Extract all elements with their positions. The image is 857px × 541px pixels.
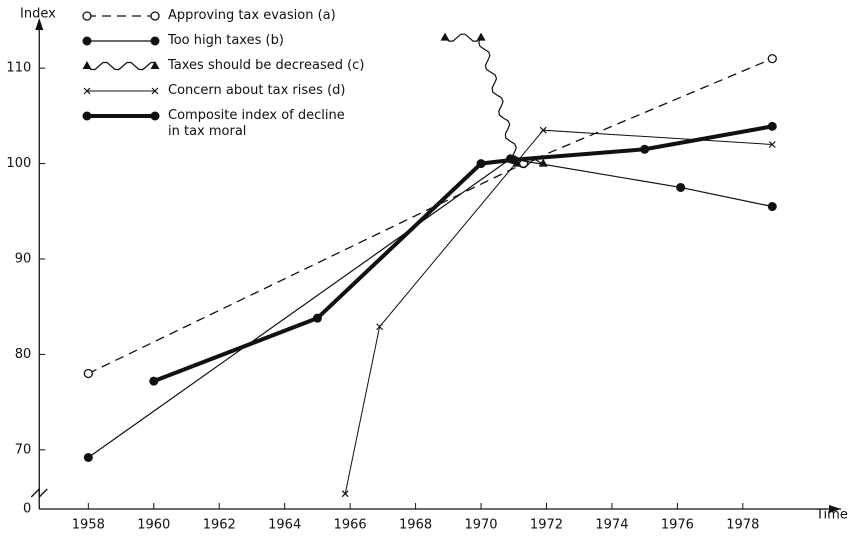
x-tick-label: 1966 xyxy=(334,518,367,533)
legend-entry: Concern about tax rises (d) xyxy=(82,83,382,108)
legend-entry: Too high taxes (b) xyxy=(82,33,382,58)
legend-marker xyxy=(83,87,91,95)
legend-marker xyxy=(150,36,160,46)
legend-symbol xyxy=(82,61,160,71)
x-tick-label: 1974 xyxy=(595,518,628,533)
y-tick-label: 80 xyxy=(15,347,32,362)
data-point xyxy=(676,182,686,192)
data-point xyxy=(538,158,548,167)
legend-entry: Composite index of decline in tax moral xyxy=(82,108,382,139)
y-tick-label: 70 xyxy=(15,442,32,457)
x-tick-label: 1976 xyxy=(661,518,694,533)
legend-entry: Approving tax evasion (a) xyxy=(82,8,382,33)
data-point xyxy=(539,126,547,134)
x-tick-label: 1964 xyxy=(268,518,301,533)
x-tick-label: 1978 xyxy=(726,518,759,533)
x-axis-arrow xyxy=(829,505,841,513)
y-tick-label: 90 xyxy=(15,252,32,267)
y-axis-arrow xyxy=(35,18,44,30)
legend-entry: Taxes should be decreased (c) xyxy=(82,58,382,83)
data-point xyxy=(509,155,519,165)
legend-marker xyxy=(82,61,92,69)
data-point xyxy=(83,368,93,379)
x-tick-label: 1958 xyxy=(72,518,105,533)
y-axis-label: Index xyxy=(20,7,56,22)
series-line xyxy=(153,124,773,384)
legend: Approving tax evasion (a) Too high taxes … xyxy=(82,8,382,139)
legend-symbol xyxy=(82,111,160,121)
legend-symbol xyxy=(83,87,159,95)
x-tick-label: 1968 xyxy=(399,518,432,533)
x-tick-label: 1970 xyxy=(464,518,497,533)
legend-line xyxy=(86,61,155,71)
legend-marker xyxy=(82,36,92,46)
data-point xyxy=(149,376,159,386)
x-axis-label: Time xyxy=(815,508,848,523)
data-point xyxy=(767,202,777,212)
data-point xyxy=(767,53,777,64)
series-line xyxy=(344,129,773,494)
x-tick-label: 1960 xyxy=(137,518,170,533)
data-point xyxy=(341,490,349,498)
legend-marker xyxy=(151,87,159,95)
data-point xyxy=(767,121,777,131)
y-tick-label: 100 xyxy=(6,156,31,171)
data-point xyxy=(312,313,322,323)
legend-label: Approving tax evasion (a) xyxy=(168,8,336,23)
legend-label: Concern about tax rises (d) xyxy=(168,83,346,98)
legend-marker xyxy=(82,11,92,21)
legend-symbol xyxy=(82,11,160,21)
x-tick-label: 1962 xyxy=(203,518,236,533)
legend-symbol xyxy=(82,36,160,46)
data-point xyxy=(476,32,486,41)
legend-marker xyxy=(150,11,160,21)
data-point xyxy=(640,144,650,154)
legend-marker xyxy=(150,111,160,121)
data-point xyxy=(476,159,486,169)
series-line xyxy=(87,158,773,458)
legend-label: Taxes should be decreased (c) xyxy=(168,58,365,73)
legend-label: Composite index of decline in tax moral xyxy=(168,108,345,139)
y-tick-label: 110 xyxy=(6,61,31,76)
y-tick-label: 0 xyxy=(23,502,31,517)
data-point xyxy=(83,452,93,462)
legend-label: Too high taxes (b) xyxy=(168,33,284,48)
legend-marker xyxy=(82,111,92,121)
x-tick-label: 1972 xyxy=(530,518,563,533)
legend-marker xyxy=(150,61,160,69)
axis-break xyxy=(30,487,48,499)
data-point xyxy=(376,323,384,331)
data-point xyxy=(440,32,450,41)
data-point xyxy=(768,141,776,148)
